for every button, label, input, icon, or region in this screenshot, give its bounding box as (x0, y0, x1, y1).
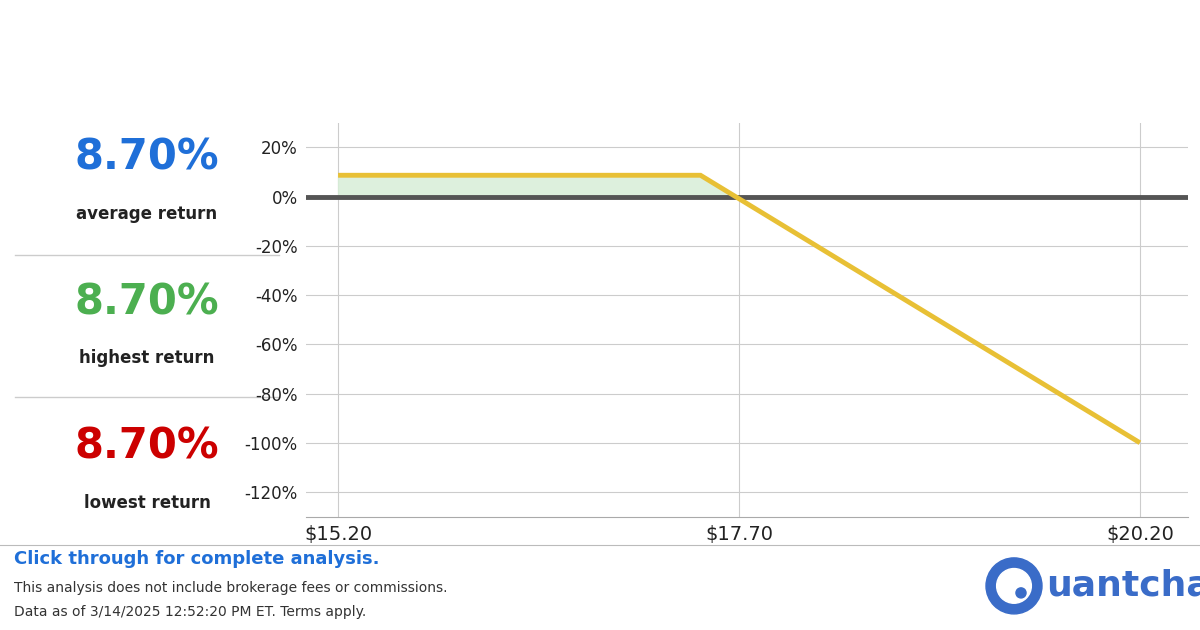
Circle shape (997, 568, 1031, 604)
Text: 8.70%: 8.70% (74, 281, 220, 323)
Text: lowest return: lowest return (84, 494, 210, 512)
Text: Data as of 3/14/2025 12:52:20 PM ET. Terms apply.: Data as of 3/14/2025 12:52:20 PM ET. Ter… (14, 605, 367, 619)
Text: Q: Q (1002, 575, 1021, 595)
Text: average return: average return (77, 205, 217, 223)
Text: Bear Put Spread analysis for $15.36-$17.46 model on 17-Apr-2025: Bear Put Spread analysis for $15.36-$17.… (16, 76, 706, 100)
Text: RESIDEO TECHNOLOGIES INC (REZI): RESIDEO TECHNOLOGIES INC (REZI) (16, 14, 878, 56)
Circle shape (1016, 588, 1026, 598)
Circle shape (986, 558, 1042, 614)
Text: highest return: highest return (79, 350, 215, 367)
Text: Click through for complete analysis.: Click through for complete analysis. (14, 551, 380, 568)
Text: This analysis does not include brokerage fees or commissions.: This analysis does not include brokerage… (14, 581, 448, 595)
Text: 8.70%: 8.70% (74, 426, 220, 468)
Text: uantcha: uantcha (1046, 569, 1200, 603)
Text: 8.70%: 8.70% (74, 137, 220, 179)
